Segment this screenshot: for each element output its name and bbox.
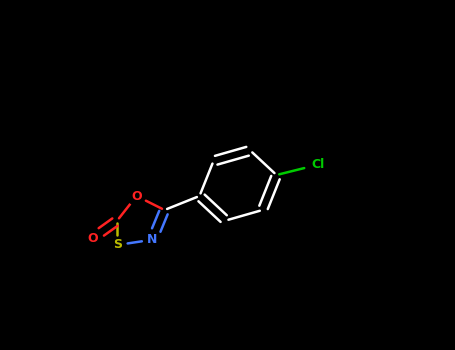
Text: O: O (87, 231, 98, 245)
Text: N: N (147, 233, 157, 246)
Text: O: O (131, 189, 142, 203)
Text: Cl: Cl (312, 158, 325, 171)
Text: S: S (113, 238, 122, 252)
